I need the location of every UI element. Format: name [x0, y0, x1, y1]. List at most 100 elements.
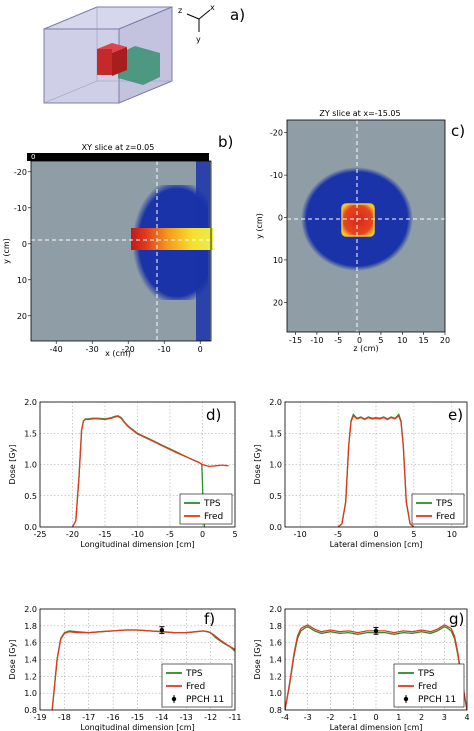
panel-e-plot: -10 -5 0 5 10 0.0 0.5 1.0 1.5 2.0 Lateral dimensio… [253, 398, 468, 549]
panel-f-xtick-label: -12 [204, 713, 217, 722]
panel-f-legend-label: PPCH 11 [186, 695, 224, 705]
panel-f-xtick-label: -15 [131, 713, 144, 722]
panel-e-series-fred [337, 414, 415, 527]
panel-b-ytick-label: -10 [14, 204, 27, 213]
panel-b-bar-text: 0 [31, 153, 35, 161]
panel-f-xtick-label: -18 [58, 713, 71, 722]
panel-f-ppch-point [159, 627, 165, 633]
panel-f-xtick-label: -17 [82, 713, 95, 722]
panel-b-xtick-label: -40 [50, 345, 63, 354]
panel-g-ytick-label: 1.6 [269, 639, 282, 648]
panel-a-phantom [43, 6, 173, 104]
panel-e-xtick-label: 5 [411, 530, 416, 539]
panel-g-ytick-label: 1.2 [269, 672, 282, 681]
panel-f-xtick-label: -11 [228, 713, 241, 722]
panel-d-xtick-label: -25 [33, 530, 46, 539]
panel-e-ytick-label: 2.0 [269, 398, 282, 407]
panel-g-ytick-label: 1.4 [269, 656, 282, 665]
panel-d-xtick-label: -10 [131, 530, 144, 539]
panel-g-xlabel: Lateral dimension [cm] [330, 723, 423, 731]
panel-e-xtick-label: 0 [373, 530, 378, 539]
panel-label-f: f) [204, 610, 215, 628]
panel-f-ytick-label: 1.6 [24, 639, 37, 648]
panel-d-legend [179, 493, 233, 525]
panel-c-xtick-label: -15 [289, 336, 302, 345]
panel-d-plot: -25 -20 -15 -10 -5 0 5 0.0 0.5 1.0 1.5 2.0 Longitudi… [8, 398, 238, 549]
panel-c: ZY slice at x=-15.05 -15 -10 -5 0 5 10 15 20 -20… [255, 109, 450, 353]
panel-b-ytick-label: -20 [14, 168, 27, 177]
panel-c-ytick-label: -20 [270, 129, 283, 138]
panel-g-legend-label: Fred [418, 682, 437, 692]
panel-g-xtick-label: 1 [396, 713, 401, 722]
panel-e-ytick-label: 1.0 [269, 461, 282, 470]
panel-b-xtick-label: 0 [198, 345, 203, 354]
panel-c-xtick-label: 0 [357, 336, 362, 345]
panel-c-ytick-label: 0 [278, 214, 283, 223]
panel-label-a: a) [230, 6, 245, 24]
panel-e-xtick-label: -5 [334, 530, 342, 539]
panel-b-xtick-label: -20 [122, 345, 135, 354]
panel-d-ytick-label: 0.5 [24, 492, 37, 501]
panel-f-xtick-label: -13 [180, 713, 193, 722]
panel-g-xtick-label: 2 [419, 713, 424, 722]
panel-b: XY slice at z=0.05 0 -40 -30 -20 -10 0 -20 -10… [2, 143, 213, 358]
panel-d-series-fred [71, 415, 229, 527]
panel-d-ytick-label: 1.0 [24, 461, 37, 470]
panel-e-xtick-label: 10 [447, 530, 457, 539]
panel-f-ytick-label: 1.4 [24, 656, 37, 665]
panel-g-ytick-label: 0.8 [269, 706, 282, 715]
panel-g-plot: -4 -3 -2 -1 0 1 2 3 4 0.8 1.0 1.2 1.4 1.6 1.8 2.0 Latera… [253, 605, 470, 731]
panel-c-xtick-label: 15 [419, 336, 429, 345]
panel-c-xtick-label: -10 [310, 336, 323, 345]
panel-d-ylabel: Dose [Gy] [8, 445, 17, 485]
panel-g-ytick-label: 2.0 [269, 605, 282, 614]
panel-d-xtick-label: -5 [166, 530, 174, 539]
panel-e-ytick-label: 0.5 [269, 492, 282, 501]
panel-f-xtick-label: -14 [155, 713, 168, 722]
panel-label-d: d) [206, 406, 221, 424]
panel-f-legend-label: Fred [186, 682, 205, 692]
panel-g-xtick-label: -3 [304, 713, 312, 722]
axis-x-letter: x [210, 3, 215, 12]
panel-d-xtick-label: -20 [66, 530, 79, 539]
panel-b-xtick-label: -30 [86, 345, 99, 354]
panel-f-frame [39, 608, 236, 711]
panel-g-xtick-label: 0 [373, 713, 378, 722]
panel-d-ytick-label: 0.0 [24, 523, 37, 532]
panel-g-legend-label: TPS [417, 669, 435, 679]
panel-g-xtick-label: -1 [349, 713, 357, 722]
panel-f-legend-label: TPS [185, 669, 203, 679]
panel-c-xtick-label: 20 [440, 336, 450, 345]
panel-d-xlabel: Longitudinal dimension [cm] [80, 540, 194, 549]
panel-d-xtick-label: -15 [98, 530, 111, 539]
panel-b-ylabel: y (cm) [2, 238, 11, 264]
panel-c-ylabel: y (cm) [255, 213, 264, 239]
panel-d-legend-label: Fred [204, 512, 223, 522]
panel-g-xtick-label: -2 [327, 713, 335, 722]
panel-g-frame [284, 608, 468, 711]
axis-y-letter: y [196, 35, 201, 44]
panel-e-legend [411, 493, 465, 525]
panel-g-legend-label: PPCH 11 [418, 695, 456, 705]
axes-triad: x y z [178, 3, 215, 44]
panel-c-title: ZY slice at x=-15.05 [319, 109, 400, 118]
panel-e-legend-label: Fred [436, 512, 455, 522]
panel-b-ytick-label: 10 [17, 276, 27, 285]
panel-g-ppch-point [373, 628, 379, 634]
panel-c-ytick-label: -10 [270, 171, 283, 180]
panel-e-ylabel: Dose [Gy] [253, 445, 262, 485]
panel-f-legend-marker [171, 696, 177, 702]
panel-f-ytick-label: 2.0 [24, 605, 37, 614]
axis-z-letter: z [178, 6, 182, 15]
panel-label-e: e) [448, 406, 463, 424]
panel-g-ylabel: Dose [Gy] [253, 640, 262, 680]
panel-label-c: c) [451, 122, 465, 140]
panel-b-ytick-label: 0 [22, 240, 27, 249]
panel-b-title: XY slice at z=0.05 [82, 143, 155, 152]
panel-f-xtick-label: -16 [107, 713, 120, 722]
panel-label-b: b) [218, 133, 233, 151]
panel-e-ytick-label: 1.5 [269, 429, 282, 438]
panel-e-legend-label: TPS [435, 499, 453, 509]
panel-f-ytick-label: 1.2 [24, 672, 37, 681]
panel-d-ytick-label: 1.5 [24, 429, 37, 438]
